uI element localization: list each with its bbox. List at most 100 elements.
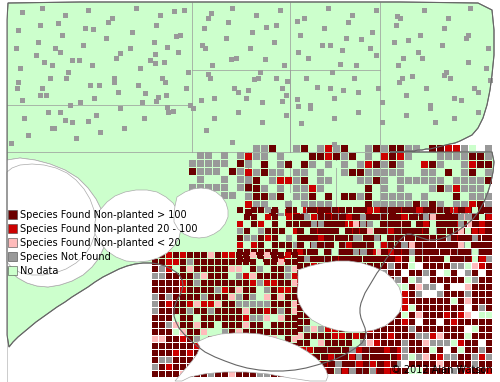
Bar [440, 214, 446, 220]
Bar [388, 333, 394, 339]
Bar [201, 329, 207, 335]
Bar [210, 63, 214, 68]
Bar [416, 347, 422, 353]
Bar [437, 277, 443, 283]
Bar [244, 249, 250, 255]
Bar [367, 298, 373, 304]
Bar [335, 256, 341, 262]
Bar [250, 259, 256, 265]
Bar [208, 371, 214, 377]
Bar [367, 326, 373, 332]
Bar [458, 347, 464, 353]
Bar [479, 214, 485, 220]
Bar [377, 361, 383, 367]
Bar [367, 319, 373, 325]
Bar [58, 110, 62, 115]
Bar [395, 305, 401, 311]
Bar [8, 141, 14, 146]
Bar [300, 235, 306, 241]
Bar [295, 97, 300, 102]
Bar [286, 207, 292, 213]
Bar [94, 113, 98, 118]
Bar [236, 301, 242, 307]
Bar [384, 221, 390, 227]
Bar [152, 364, 158, 370]
Bar [236, 287, 242, 293]
Bar [353, 368, 359, 374]
Bar [360, 263, 366, 269]
Bar [479, 221, 485, 227]
Polygon shape [0, 158, 106, 382]
Bar [256, 76, 260, 81]
Bar [484, 193, 492, 199]
Bar [423, 214, 429, 220]
Bar [332, 270, 338, 276]
Bar [437, 214, 443, 220]
Bar [297, 249, 303, 255]
Bar [260, 144, 268, 152]
Bar [377, 214, 383, 220]
Bar [316, 144, 324, 152]
Bar [423, 347, 429, 353]
Bar [367, 263, 373, 269]
Bar [468, 209, 475, 215]
Bar [166, 329, 172, 335]
Bar [222, 364, 228, 370]
Bar [264, 343, 270, 349]
Bar [152, 322, 158, 328]
Bar [292, 193, 300, 199]
Bar [360, 312, 366, 318]
Bar [370, 347, 376, 353]
Bar [381, 235, 387, 241]
Bar [409, 340, 415, 346]
Bar [257, 287, 263, 293]
Bar [292, 168, 300, 175]
Bar [260, 193, 268, 199]
Bar [328, 228, 334, 234]
Bar [318, 249, 324, 255]
Bar [423, 333, 429, 339]
Bar [444, 221, 450, 227]
Bar [236, 343, 242, 349]
Bar [451, 291, 457, 297]
Bar [271, 280, 277, 286]
Bar [243, 266, 249, 272]
Bar [384, 347, 390, 353]
Bar [314, 235, 320, 241]
Bar [398, 207, 404, 213]
Bar [187, 357, 193, 363]
Bar [388, 298, 394, 304]
Bar [423, 207, 429, 213]
Bar [339, 305, 345, 311]
Bar [363, 256, 369, 262]
Bar [423, 263, 429, 269]
Bar [409, 347, 415, 353]
Bar [268, 176, 276, 183]
Bar [391, 354, 397, 360]
Bar [286, 235, 292, 241]
Bar [152, 329, 158, 335]
Bar [260, 185, 268, 191]
Bar [307, 228, 313, 234]
Bar [404, 144, 411, 152]
Bar [381, 291, 387, 297]
Bar [311, 221, 317, 227]
Bar [350, 13, 354, 18]
Bar [395, 221, 401, 227]
Bar [416, 361, 422, 367]
Bar [364, 176, 372, 183]
Bar [112, 80, 117, 85]
Bar [472, 305, 478, 311]
Bar [472, 249, 478, 255]
Bar [279, 228, 285, 234]
Bar [476, 89, 480, 94]
Bar [250, 287, 256, 293]
Bar [395, 298, 401, 304]
Bar [86, 8, 90, 13]
Bar [416, 256, 422, 262]
Bar [380, 168, 388, 175]
Bar [356, 347, 362, 353]
Bar [92, 96, 96, 100]
Bar [346, 263, 352, 269]
Bar [342, 214, 348, 220]
